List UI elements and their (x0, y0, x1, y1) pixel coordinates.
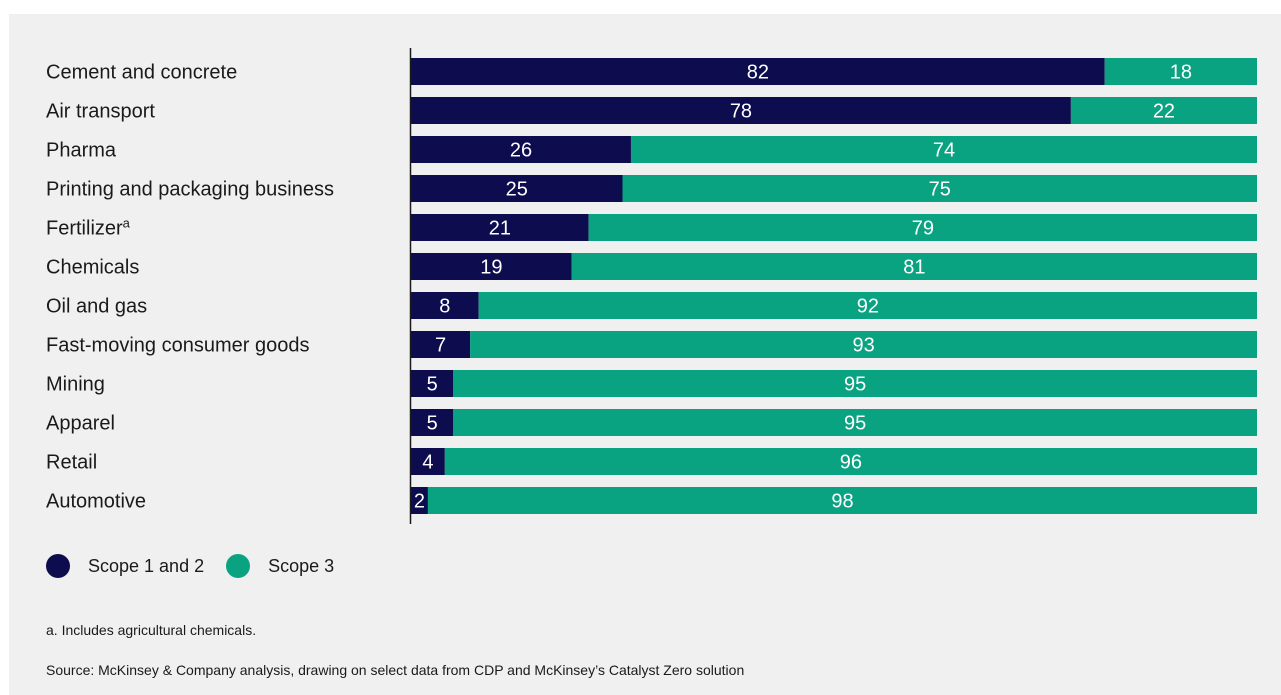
bar-segment (453, 370, 1257, 397)
bar-segment (411, 253, 572, 280)
chart-legend: Scope 1 and 2 Scope 3 (46, 554, 356, 578)
bar-value-label: 18 (1170, 62, 1192, 84)
legend-item-scope3: Scope 3 (226, 554, 334, 578)
category-label: Air transport (46, 101, 155, 123)
category-label: Automotive (46, 491, 146, 513)
bar-value-label: 92 (857, 296, 879, 318)
bar-value-label: 96 (840, 452, 862, 474)
bar-segment (411, 214, 589, 241)
bar-segment (411, 58, 1105, 85)
bar-value-label: 7 (435, 335, 446, 357)
bar-value-label: 93 (852, 335, 874, 357)
bar-segment (411, 409, 454, 436)
bar-value-label: 5 (427, 374, 438, 396)
bar-segment (444, 448, 1258, 475)
bar-value-label: 95 (844, 413, 866, 435)
bar-segment (470, 331, 1258, 358)
bar-value-label: 2 (414, 491, 425, 513)
bar-value-label: 21 (489, 218, 511, 240)
footnote: a. Includes agricultural chemicals. (46, 622, 257, 638)
legend-label-scope12: Scope 1 and 2 (88, 555, 205, 576)
bar-value-label: 4 (422, 452, 433, 474)
bar-value-label: 82 (747, 62, 769, 84)
category-label: Printing and packaging business (46, 179, 334, 201)
bar-value-label: 25 (506, 179, 528, 201)
category-label: Oil and gas (46, 296, 147, 318)
legend-swatch-scope3 (226, 554, 251, 578)
category-label: Retail (46, 452, 97, 474)
bar-value-label: 26 (510, 140, 532, 162)
bar-segment (411, 292, 479, 319)
category-label-superscript: a (123, 216, 131, 231)
bar-segment (588, 214, 1257, 241)
bar-segment (411, 370, 454, 397)
bar-value-label: 98 (831, 491, 853, 513)
category-label: Fertilizera (46, 216, 131, 240)
bar-segment (622, 175, 1257, 202)
bar-segment (411, 448, 445, 475)
bar-value-label: 75 (929, 179, 951, 201)
bar-value-label: 81 (903, 257, 925, 279)
category-label: Apparel (46, 413, 115, 435)
bar-segment (1070, 97, 1257, 124)
bar-value-label: 22 (1153, 101, 1175, 123)
category-label: Pharma (46, 140, 117, 162)
legend-label-scope3: Scope 3 (268, 555, 335, 576)
legend-item-scope12: Scope 1 and 2 (46, 554, 204, 578)
bar-segment (1104, 58, 1257, 85)
bar-segment (411, 175, 623, 202)
bar-segment (411, 136, 631, 163)
legend-swatch-scope12 (46, 554, 70, 578)
bar-segment (630, 136, 1257, 163)
source-note: Source: McKinsey & Company analysis, dra… (46, 662, 745, 678)
bar-value-label: 74 (933, 140, 955, 162)
bar-segment (411, 331, 471, 358)
bar-segment (453, 409, 1257, 436)
bar-segment (411, 487, 428, 514)
bar-segment (571, 253, 1257, 280)
bar-value-label: 78 (730, 101, 752, 123)
bar-value-label: 79 (912, 218, 934, 240)
bar-value-label: 19 (480, 257, 502, 279)
bar-segment (427, 487, 1257, 514)
bar-value-label: 8 (439, 296, 450, 318)
category-label: Mining (46, 374, 105, 396)
category-label: Cement and concrete (46, 62, 237, 84)
bar-value-label: 95 (844, 374, 866, 396)
category-label: Fast-moving consumer goods (46, 335, 309, 357)
bar-segment (478, 292, 1257, 319)
bar-segment (411, 97, 1071, 124)
category-label: Chemicals (46, 257, 139, 279)
bar-value-label: 5 (427, 413, 438, 435)
